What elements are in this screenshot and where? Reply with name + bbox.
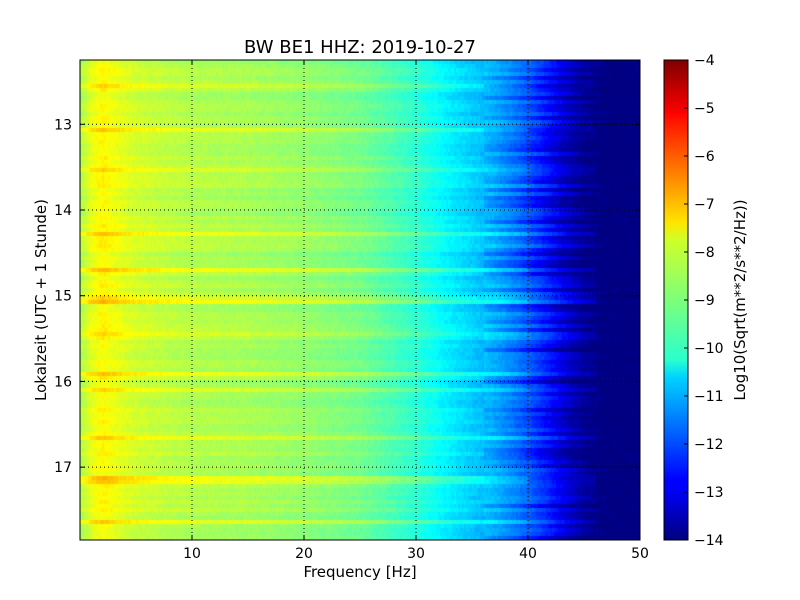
colorbar-label: Log10(Sqrt(m**2/s**2/Hz)) bbox=[731, 199, 749, 400]
y-axis-label: Lokalzeit (UTC + 1 Stunde) bbox=[32, 199, 50, 401]
colorbar-tick-label: −14 bbox=[694, 533, 724, 549]
colorbar-tick-label: −6 bbox=[694, 149, 715, 165]
y-tick-label: 14 bbox=[54, 203, 72, 219]
y-tick-label: 13 bbox=[54, 117, 72, 133]
spectrogram-heatmap bbox=[80, 60, 640, 540]
colorbar-tick-label: −8 bbox=[694, 245, 715, 261]
colorbar-tick-label: −9 bbox=[694, 293, 715, 309]
colorbar-tick-label: −7 bbox=[694, 197, 715, 213]
grid-lines bbox=[80, 60, 640, 540]
colorbar-tick-label: −12 bbox=[694, 437, 724, 453]
colorbar-tick-label: −11 bbox=[694, 389, 724, 405]
x-tick-label: 10 bbox=[183, 546, 201, 562]
x-tick-label: 40 bbox=[519, 546, 537, 562]
y-tick-label: 17 bbox=[54, 460, 72, 476]
colorbar-tick-label: −4 bbox=[694, 53, 715, 69]
chart-title: BW BE1 HHZ: 2019-10-27 bbox=[244, 37, 476, 58]
x-tick-label: 20 bbox=[295, 546, 313, 562]
x-axis-label: Frequency [Hz] bbox=[303, 563, 416, 581]
y-axis: 13 14 15 16 17 bbox=[54, 117, 640, 476]
y-tick-label: 16 bbox=[54, 374, 72, 390]
x-tick-label: 30 bbox=[407, 546, 425, 562]
colorbar-tick-label: −5 bbox=[694, 101, 715, 117]
spectrogram-image bbox=[80, 60, 640, 540]
colorbar-ticks: −4 −5 −6 −7 −8 −9 −10 −11 −12 −13 −14 bbox=[684, 53, 724, 549]
y-tick-label: 15 bbox=[54, 289, 72, 305]
x-tick-label: 50 bbox=[631, 546, 649, 562]
colorbar-tick-label: −13 bbox=[694, 485, 724, 501]
plot-frame bbox=[79, 59, 641, 541]
x-axis: 10 20 30 40 50 bbox=[183, 60, 649, 562]
colorbar-tick-label: −10 bbox=[694, 341, 724, 357]
